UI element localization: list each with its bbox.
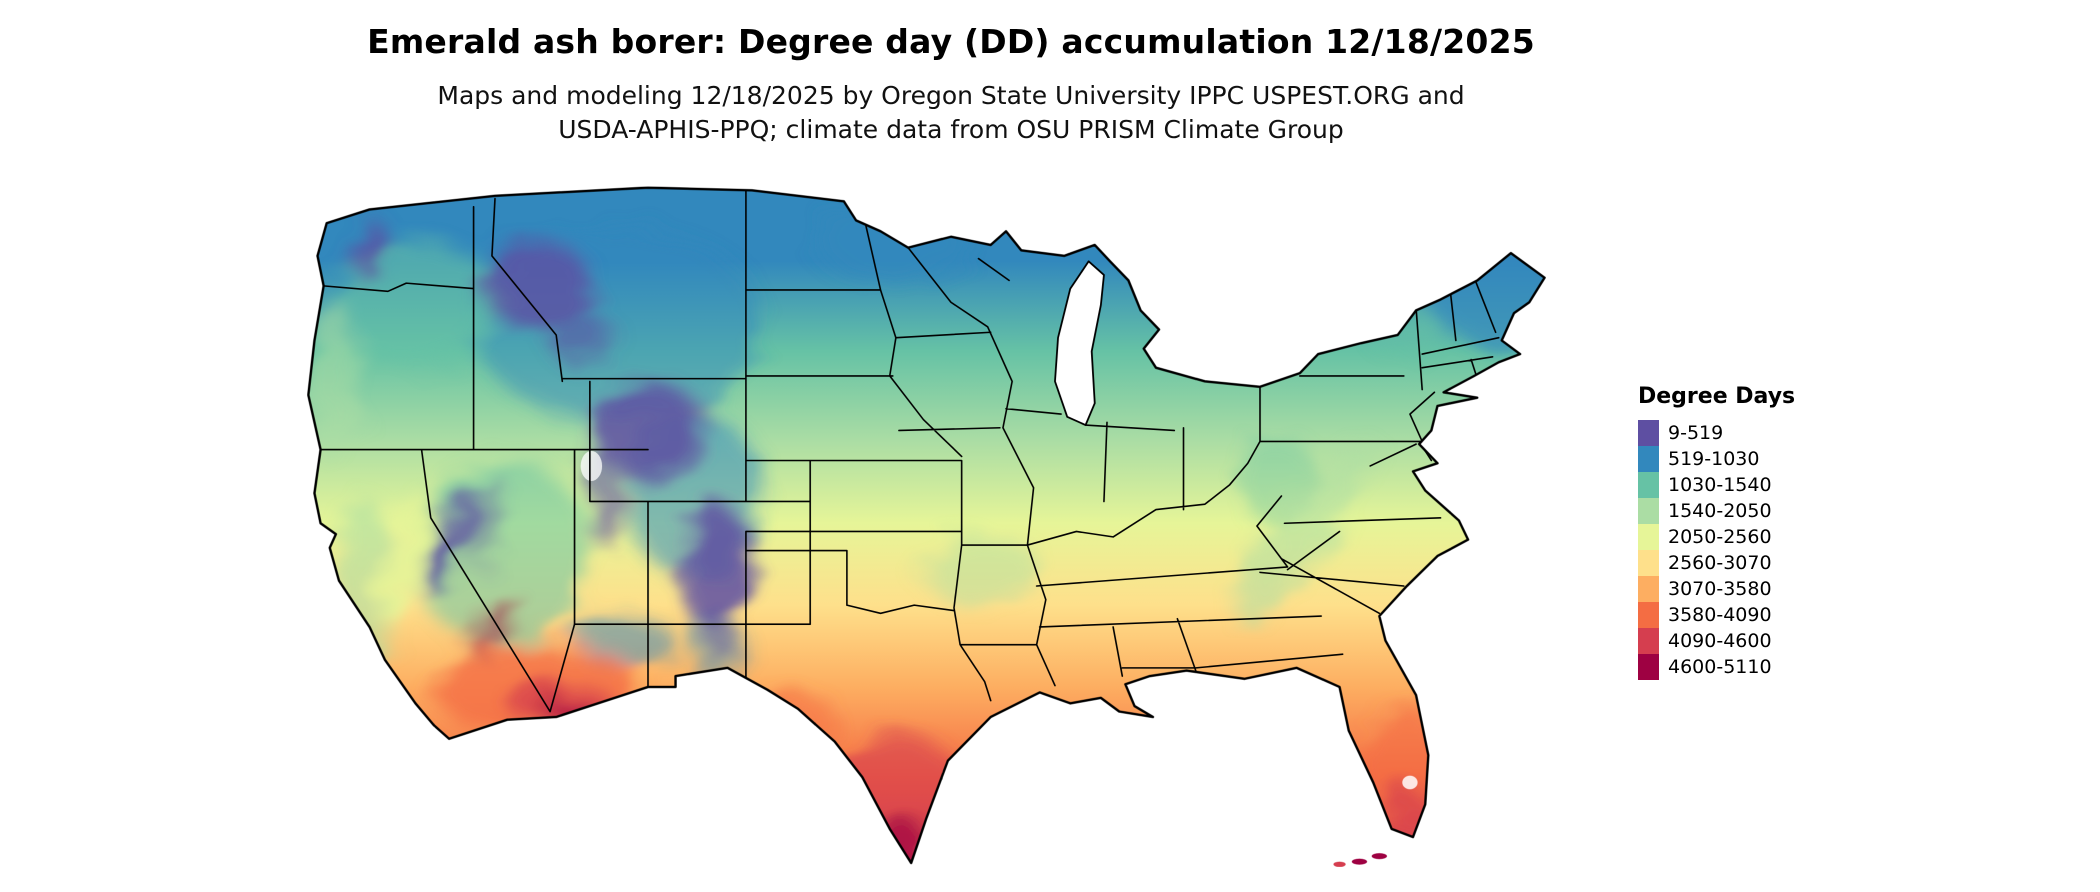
climate-region-blob bbox=[473, 477, 505, 575]
page-title: Emerald ash borer: Degree day (DD) accum… bbox=[367, 22, 1535, 61]
legend-label: 3070-3580 bbox=[1668, 578, 1772, 600]
legend-swatch bbox=[1638, 446, 1659, 472]
legend-entry: 2050-2560 bbox=[1638, 524, 1795, 550]
legend-swatch bbox=[1638, 654, 1659, 680]
legend-swatch bbox=[1638, 498, 1659, 524]
legend-entry: 519-1030 bbox=[1638, 446, 1795, 472]
legend-label: 4600-5110 bbox=[1668, 656, 1772, 678]
legend-swatch bbox=[1638, 472, 1659, 498]
climate-region-blob bbox=[816, 204, 970, 281]
legend-swatch bbox=[1638, 550, 1659, 576]
legend-label: 3580-4090 bbox=[1668, 604, 1772, 626]
legend-entry: 3580-4090 bbox=[1638, 602, 1795, 628]
climate-region-blob bbox=[874, 815, 930, 863]
climate-region-blob bbox=[349, 219, 390, 280]
legend-entry: 3070-3580 bbox=[1638, 576, 1795, 602]
climate-region-blob bbox=[423, 486, 481, 594]
map-fill-layer bbox=[308, 187, 1545, 863]
legend: Degree Days 9-519 519-1030 1030-1540 1540-2… bbox=[1638, 384, 1795, 680]
climate-region-blob bbox=[309, 303, 359, 454]
subtitle-line-1: Maps and modeling 12/18/2025 by Oregon S… bbox=[437, 81, 1465, 110]
legend-entry: 9-519 bbox=[1638, 420, 1795, 446]
climate-region-blob bbox=[553, 313, 615, 368]
legend-entry: 4090-4600 bbox=[1638, 628, 1795, 654]
legend-entry: 1540-2050 bbox=[1638, 498, 1795, 524]
legend-title: Degree Days bbox=[1638, 384, 1796, 409]
climate-region-blob bbox=[709, 617, 734, 659]
legend-entry: 2560-3070 bbox=[1638, 550, 1795, 576]
map-header: Emerald ash borer: Degree day (DD) accum… bbox=[0, 22, 1902, 147]
climate-region-blob bbox=[756, 689, 831, 739]
florida-key-island bbox=[1351, 858, 1368, 865]
lake-okeechobee bbox=[1402, 775, 1418, 790]
legend-label: 2560-3070 bbox=[1668, 552, 1772, 574]
climate-region-blob bbox=[482, 242, 593, 330]
legend-swatch bbox=[1638, 420, 1659, 446]
subtitle-line-2: USDA-APHIS-PPQ; climate data from OSU PR… bbox=[558, 115, 1344, 144]
legend-swatch bbox=[1638, 576, 1659, 602]
florida-key-island bbox=[1371, 853, 1387, 860]
climate-region-blob bbox=[1234, 441, 1372, 622]
climate-region-blob bbox=[680, 504, 754, 630]
florida-key-island bbox=[1333, 861, 1346, 868]
us-degree-day-map bbox=[189, 174, 1719, 868]
florida-keys bbox=[1333, 853, 1387, 868]
lake-michigan bbox=[1055, 261, 1104, 425]
legend-entries: 9-519 519-1030 1030-1540 1540-2050 2050-2560… bbox=[1638, 420, 1795, 680]
climate-region-blob bbox=[376, 496, 436, 622]
legend-label: 9-519 bbox=[1668, 422, 1724, 444]
great-salt-lake bbox=[580, 450, 603, 481]
legend-swatch bbox=[1638, 524, 1659, 550]
climate-region-blob bbox=[474, 595, 516, 659]
climate-region-blob bbox=[589, 381, 707, 480]
legend-swatch bbox=[1638, 628, 1659, 654]
map-subtitle: Maps and modeling 12/18/2025 by Oregon S… bbox=[0, 79, 1902, 147]
climate-region-blob bbox=[576, 616, 675, 666]
climate-region-blob bbox=[588, 460, 622, 548]
climate-region-blob bbox=[923, 534, 1040, 606]
legend-label: 2050-2560 bbox=[1668, 526, 1772, 548]
legend-label: 1540-2050 bbox=[1668, 500, 1772, 522]
legend-label: 519-1030 bbox=[1668, 448, 1760, 470]
climate-region-blob bbox=[819, 736, 973, 863]
legend-entry: 1030-1540 bbox=[1638, 472, 1795, 498]
us-outline bbox=[308, 188, 1544, 863]
state-boundaries bbox=[321, 190, 1499, 711]
climate-region-blob bbox=[1428, 232, 1545, 348]
climate-region-blob bbox=[1371, 307, 1440, 355]
legend-entry: 4600-5110 bbox=[1638, 654, 1795, 680]
legend-swatch bbox=[1638, 602, 1659, 628]
legend-label: 1030-1540 bbox=[1668, 474, 1772, 496]
legend-label: 4090-4600 bbox=[1668, 630, 1772, 652]
climate-region-blobs bbox=[309, 204, 1545, 863]
